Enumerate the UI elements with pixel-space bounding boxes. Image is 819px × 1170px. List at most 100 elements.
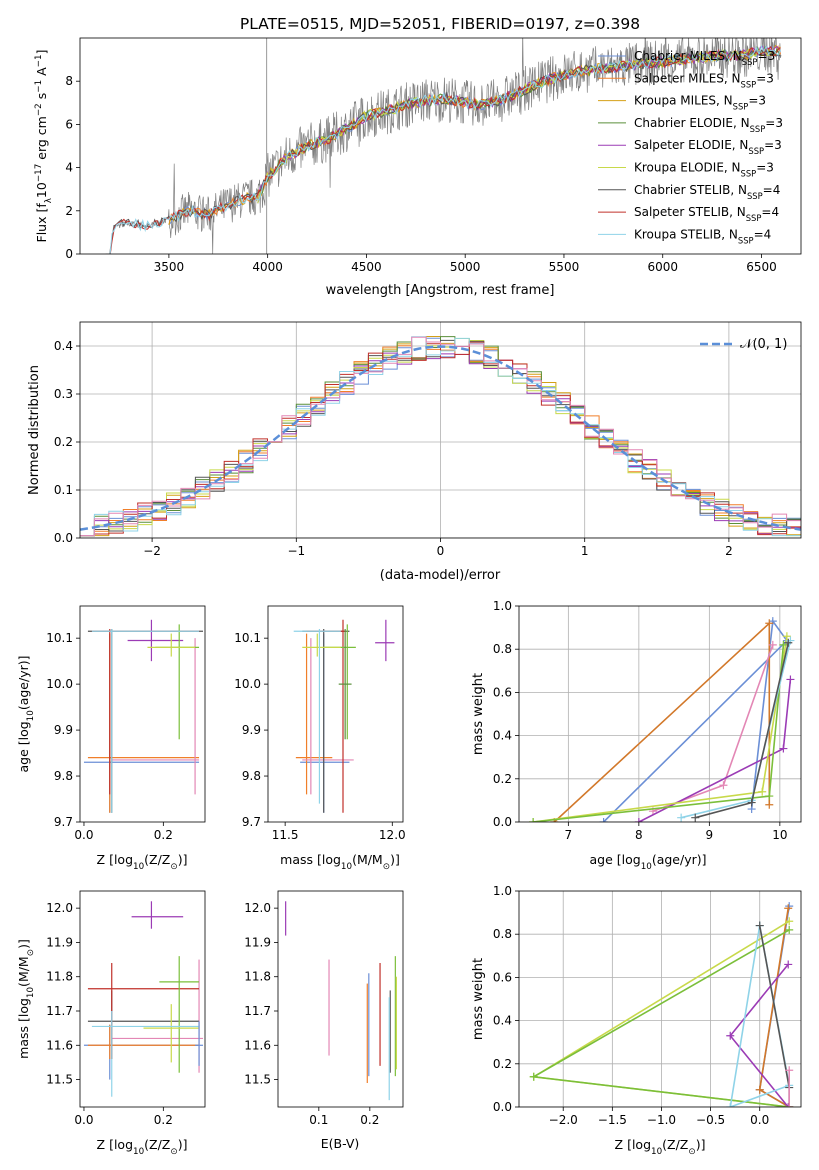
mw-line-krou_elodie xyxy=(532,636,788,822)
legend: Chabrier MILES, NSSP=3 Salpeter MILES, NS… xyxy=(598,49,783,245)
x-tick-label: 5000 xyxy=(450,260,481,274)
mw-marker xyxy=(784,638,793,647)
y-tick-label: 9.9 xyxy=(54,723,73,737)
y-tick-label: 11.5 xyxy=(244,1073,271,1087)
axes-frame xyxy=(79,890,206,1108)
mw-marker xyxy=(782,632,791,641)
y-tick-label: 0.1 xyxy=(54,483,73,497)
x-tick-label: 0.2 xyxy=(154,1113,173,1127)
mw-marker xyxy=(785,917,794,926)
mw-marker xyxy=(726,1031,735,1040)
x-tick-label: −2 xyxy=(143,544,161,558)
x-tick-label: 4500 xyxy=(351,260,382,274)
mw-marker xyxy=(755,921,764,930)
y-tick-label: 9.7 xyxy=(54,815,73,829)
mw-marker xyxy=(719,781,728,790)
axes-mass_z: 0.0 0.2 11.5 11.6 11.7 11.8 11.9 12.0 Z [log10(Z… xyxy=(16,890,206,1157)
y-tick-label: 0.0 xyxy=(493,815,512,829)
axes-frame xyxy=(79,37,802,255)
y-tick-label: 0.8 xyxy=(493,927,512,941)
y-tick-label: 10.1 xyxy=(46,631,73,645)
y-tick-label: 0.2 xyxy=(54,435,73,449)
y-axis-label: mass weight xyxy=(471,673,486,755)
x-tick-label: 4000 xyxy=(252,260,283,274)
legend-label: Chabrier STELIB, NSSP=4 xyxy=(634,183,780,201)
y-axis-label: Normed distribution xyxy=(27,365,42,495)
x-axis-label: mass [log10(M/M⊙)] xyxy=(280,852,400,872)
legend-label: Chabrier ELODIE, NSSP=3 xyxy=(634,116,783,134)
axes-hist: −2 −1 0 1 2 0.0 0.1 0.2 0.3 0.4 (data-model)/error… xyxy=(27,321,802,583)
axes-spectrum: 3500 4000 4500 5000 5500 6000 6500 0 2 4 6 8 wavelen… xyxy=(34,37,802,298)
x-tick-label: 11.5 xyxy=(272,828,299,842)
y-tick-label: 11.9 xyxy=(244,935,271,949)
x-axis-label: Z [log10(Z/Z⊙)] xyxy=(615,1137,706,1157)
plot-area-mass_ebv xyxy=(285,901,397,1101)
y-tick-label: 10.0 xyxy=(234,677,261,691)
x-axis-label: wavelength [Angstrom, rest frame] xyxy=(326,283,555,298)
x-tick-label: 10 xyxy=(772,828,787,842)
mw-marker xyxy=(785,1103,794,1107)
mw-marker xyxy=(691,813,700,822)
figure-title: PLATE=0515, MJD=52051, FIBERID=0197, z=0… xyxy=(240,15,640,33)
mw-marker xyxy=(768,640,777,649)
plot-layer: 3500 4000 4500 5000 5500 6000 6500 0 2 4 6 8 wavelen… xyxy=(16,37,802,1157)
y-tick-label: 2 xyxy=(65,204,73,218)
y-tick-label: 0.4 xyxy=(54,339,73,353)
legend-label: Salpeter ELODIE, NSSP=3 xyxy=(634,138,782,156)
y-tick-label: 9.7 xyxy=(242,815,261,829)
y-tick-label: 1.0 xyxy=(493,599,512,613)
y-tick-label: 11.6 xyxy=(46,1038,73,1052)
mw-marker xyxy=(765,800,774,809)
mw-marker xyxy=(758,787,767,796)
x-tick-label: 6000 xyxy=(647,260,678,274)
y-tick-label: 6 xyxy=(65,117,73,131)
y-tick-label: 10.1 xyxy=(234,631,261,645)
mw-marker xyxy=(599,818,608,822)
legend: 𝒩(0, 1) xyxy=(700,337,787,352)
mw-line-green xyxy=(533,644,785,822)
y-tick-label: 0 xyxy=(65,247,73,261)
axes-frame xyxy=(277,890,404,1108)
x-tick-label: 8 xyxy=(635,828,643,842)
mw-line-salp_elodie xyxy=(638,679,792,822)
mw-marker xyxy=(529,1072,538,1081)
mw-marker xyxy=(784,1103,793,1107)
y-tick-label: 4 xyxy=(65,161,73,175)
y-axis-label: age [log10(age/yr)] xyxy=(16,655,36,772)
y-tick-label: 11.6 xyxy=(244,1038,271,1052)
y-tick-label: 0.0 xyxy=(54,531,73,545)
y-tick-label: 12.0 xyxy=(46,901,73,915)
y-tick-label: 0.6 xyxy=(493,970,512,984)
axes-mw_z: −2.0 −1.5 −1.0 −0.5 0.0 0.0 0.2 0.4 0.6 0.8 1.0 Z [… xyxy=(471,884,802,1157)
legend-label: Kroupa MILES, NSSP=3 xyxy=(634,94,766,112)
x-tick-label: −1.5 xyxy=(598,1113,627,1127)
y-tick-label: 12.0 xyxy=(244,901,271,915)
y-tick-label: 1.0 xyxy=(493,884,512,898)
plot-area-age_z xyxy=(83,619,204,813)
y-tick-label: 11.7 xyxy=(244,1004,271,1018)
legend-label: Salpeter MILES, NSSP=3 xyxy=(634,71,774,89)
model-krou_stelib xyxy=(109,44,781,254)
y-tick-label: 11.5 xyxy=(46,1073,73,1087)
axes-mass_ebv: 0.1 0.2 11.5 11.6 11.7 11.8 11.9 12.0 E(B-V) xyxy=(244,890,404,1151)
legend-label: Chabrier MILES, NSSP=3 xyxy=(634,49,775,67)
x-tick-label: −2.0 xyxy=(549,1113,578,1127)
hist-pink xyxy=(80,336,801,537)
mw-line-chab_stelib xyxy=(758,925,790,1107)
y-tick-label: 0.2 xyxy=(493,772,512,786)
x-tick-label: 0.0 xyxy=(74,1113,93,1127)
plot-area-mw_age xyxy=(519,606,801,822)
legend-label: Kroupa ELODIE, NSSP=3 xyxy=(634,161,774,179)
axes-age_z: 0.0 0.2 9.7 9.8 9.9 10.0 10.1 Z [log10(Z/Z⊙)] ag… xyxy=(16,605,206,872)
mw-marker xyxy=(677,813,686,822)
x-tick-label: 1 xyxy=(581,544,589,558)
y-axis-label: mass [log10(M/M⊙)] xyxy=(16,939,36,1059)
mw-marker xyxy=(785,925,794,934)
mw-marker xyxy=(765,619,774,628)
y-axis-label: mass weight xyxy=(471,958,486,1040)
x-tick-label: 2 xyxy=(725,544,733,558)
y-tick-label: 0.2 xyxy=(493,1057,512,1071)
x-tick-label: 3500 xyxy=(154,260,185,274)
x-tick-label: 0.1 xyxy=(309,1113,328,1127)
